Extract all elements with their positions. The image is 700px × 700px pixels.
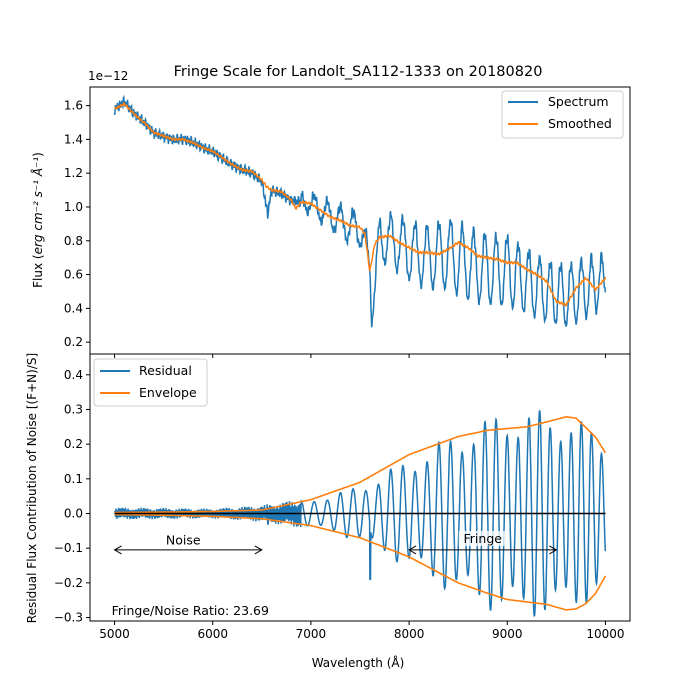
y-tick-label: 0.2	[64, 437, 83, 451]
y-tick-label: 0.2	[64, 335, 83, 349]
offset-text: 1e−12	[88, 69, 128, 83]
y-tick-label: −0.2	[54, 576, 83, 590]
envelope-lower-line	[114, 513, 607, 611]
bottom-y-axis-title: Residual Flux Contribution of Noise [(F+…	[25, 353, 39, 623]
x-tick-label: 6000	[197, 627, 228, 641]
top-y-ticks: 0.2 0.4 0.6 0.8 1.0 1.2 1.4 1.6	[64, 99, 90, 349]
bottom-y-ticks: −0.3 −0.2 −0.1 0.0 0.1 0.2 0.3 0.4	[54, 368, 90, 625]
smoothed-line	[113, 102, 607, 307]
envelope-upper-line	[114, 415, 607, 514]
top-y-axis-title: Flux (erg cm⁻² s⁻¹ Å⁻¹)	[30, 152, 45, 288]
y-tick-label: 1.6	[64, 99, 83, 113]
top-plot-area	[113, 94, 607, 328]
y-tick-label: 0.1	[64, 472, 83, 486]
legend-label-spectrum: Spectrum	[548, 94, 609, 109]
bottom-plot-area	[113, 410, 607, 617]
top-x-ticks	[114, 354, 606, 358]
x-tick-label: 10000	[586, 627, 624, 641]
y-tick-label: 0.4	[64, 368, 83, 382]
y-tick-label: 1.4	[64, 132, 83, 146]
legend-label-smoothed: Smoothed	[548, 116, 612, 131]
y-tick-label: −0.3	[54, 611, 83, 625]
bottom-axes-frame	[89, 353, 631, 622]
x-tick-label: 7000	[296, 627, 327, 641]
spectrum-line	[113, 94, 607, 328]
fringe-label-background	[458, 530, 507, 546]
bottom-legend: Residual Envelope	[93, 358, 208, 407]
fringe-arrow-heads	[408, 545, 558, 555]
fringe-noise-ratio-label: Fringe/Noise Ratio: 23.69	[112, 603, 269, 618]
annotations: Noise Fringe Fringe/Noise Ratio: 23.69	[112, 530, 558, 618]
bottom-panel: −0.3 −0.2 −0.1 0.0 0.1 0.2 0.3 0.4 5000 6000 7000…	[25, 353, 625, 670]
x-axis-title: Wavelength (Å)	[312, 655, 405, 670]
y-tick-label: −0.1	[54, 541, 83, 555]
x-tick-label: 5000	[99, 627, 130, 641]
legend-label-envelope: Envelope	[139, 385, 197, 400]
top-legend: Spectrum Smoothed	[501, 90, 624, 139]
x-tick-label: 9000	[492, 627, 523, 641]
y-tick-label: 0.3	[64, 402, 83, 416]
y-tick-label: 0.6	[64, 268, 83, 282]
y-tick-label: 0.0	[64, 507, 83, 521]
y-tick-label: 1.2	[64, 166, 83, 180]
chart-title: Fringe Scale for Landolt_SA112-1333 on 2…	[174, 64, 543, 80]
y-tick-label: 1.0	[64, 200, 83, 214]
noise-label: Noise	[166, 533, 201, 548]
y-tick-label: 0.8	[64, 234, 83, 248]
noise-arrow-heads	[113, 545, 263, 555]
fringe-label: Fringe	[464, 531, 503, 546]
x-tick-label: 8000	[394, 627, 425, 641]
bottom-x-ticks: 5000 6000 7000 8000 9000 10000	[99, 621, 625, 641]
top-panel: Fringe Scale for Landolt_SA112-1333 on 2…	[30, 64, 624, 358]
y-tick-label: 0.4	[64, 301, 83, 315]
legend-label-residual: Residual	[139, 363, 192, 378]
